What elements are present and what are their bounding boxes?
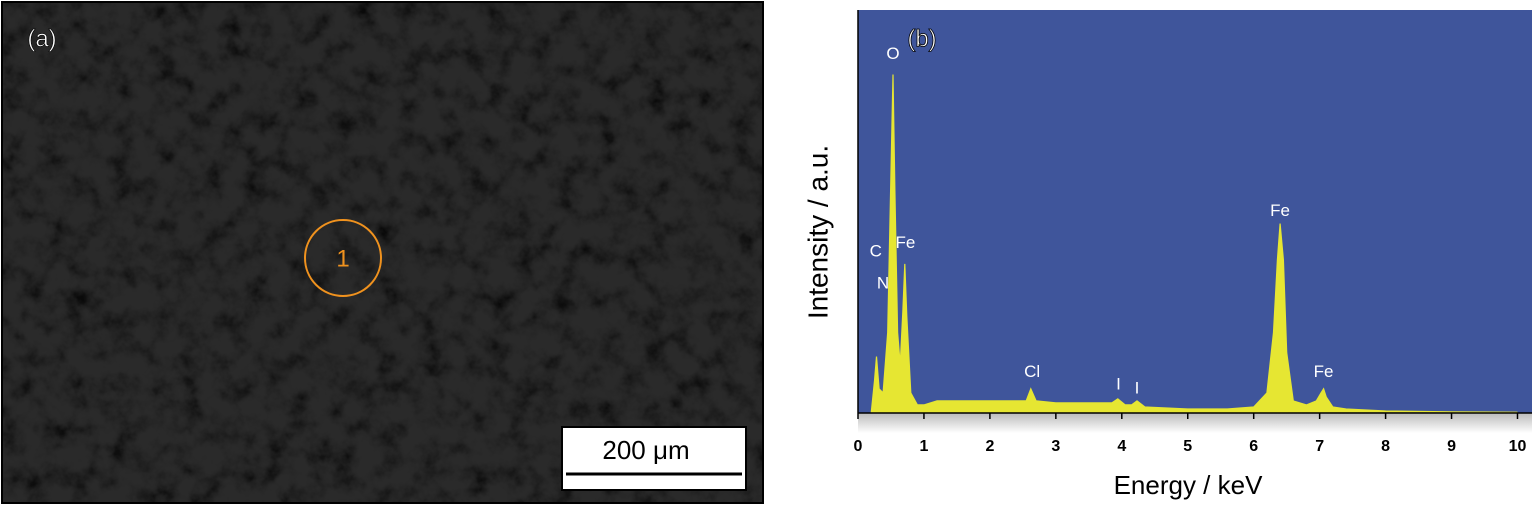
panel-label: (a) — [27, 25, 56, 52]
axis-band — [858, 413, 1532, 433]
peak-label: O — [886, 44, 899, 63]
x-tick-label: 8 — [1381, 438, 1390, 455]
peak-label: Fe — [896, 233, 916, 252]
sem-texture — [3, 3, 762, 502]
x-tick-label: 0 — [854, 438, 863, 455]
x-tick-label: 2 — [985, 438, 994, 455]
x-tick-label: 1 — [919, 438, 928, 455]
peak-label: Fe — [1270, 201, 1290, 220]
peak-label: Cl — [1024, 362, 1040, 381]
scale-box — [561, 426, 747, 491]
peak-label: Fe — [1314, 362, 1334, 381]
peak-label: I — [1135, 378, 1140, 397]
x-axis-label: Energy / keV — [1114, 470, 1264, 500]
peak-label: C — [870, 241, 882, 260]
x-tick-label: 5 — [1183, 438, 1192, 455]
x-tick-label: 6 — [1249, 438, 1258, 455]
peak-label: I — [1116, 374, 1121, 393]
x-tick-label: 4 — [1117, 438, 1126, 455]
y-axis-label: Intensity / a.u. — [802, 145, 833, 319]
plot-background — [858, 10, 1532, 413]
panel-label: (b) — [907, 25, 936, 52]
x-tick-label: 9 — [1447, 438, 1456, 455]
region-circle — [304, 219, 382, 297]
peak-label: N — [877, 274, 889, 293]
panel-a: (a) 1 200 μm — [1, 1, 764, 504]
spectrum — [870, 74, 1518, 414]
scale-label: 200 μm — [602, 435, 689, 465]
x-tick-label: 7 — [1315, 438, 1324, 455]
region-label: 1 — [336, 245, 349, 272]
x-tick-label: 10 — [1509, 438, 1527, 455]
x-tick-label: 3 — [1051, 438, 1060, 455]
